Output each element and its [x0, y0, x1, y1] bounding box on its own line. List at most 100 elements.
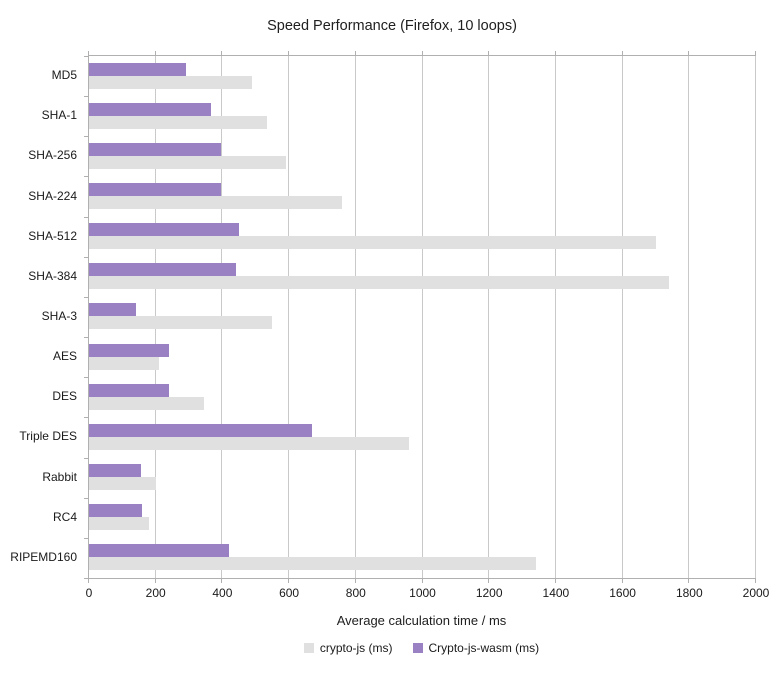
x-tick-label: 400	[212, 586, 233, 600]
bar-crypto-js-ms	[89, 517, 150, 531]
bar-crypto-js-wasm-ms	[89, 544, 230, 558]
chart-title: Speed Performance (Firefox, 10 loops)	[267, 18, 517, 34]
legend-label: Crypto-js-wasm (ms)	[428, 641, 540, 655]
bar-crypto-js-wasm-ms	[89, 464, 141, 478]
x-tick-label: 2000	[742, 586, 770, 600]
gridline	[354, 56, 356, 578]
axis-tick	[84, 578, 88, 579]
bar-crypto-js-ms	[89, 75, 253, 89]
axis-tick	[84, 538, 88, 539]
x-tick-label: 1200	[475, 586, 503, 600]
bar-crypto-js-ms	[89, 195, 343, 209]
axis-tick	[488, 579, 490, 583]
bar-crypto-js-ms	[89, 155, 286, 169]
category-label: SHA-1	[41, 108, 77, 123]
axis-tick	[84, 136, 88, 137]
axis-tick	[288, 51, 290, 55]
axis-tick	[84, 56, 88, 57]
gridline	[755, 56, 756, 578]
axis-tick	[354, 51, 356, 55]
axis-tick	[84, 337, 88, 338]
axis-tick	[755, 51, 756, 55]
legend-item-crypto-js-ms: crypto-js (ms)	[303, 641, 393, 655]
axis-tick	[488, 51, 490, 55]
bar-crypto-js-wasm-ms	[89, 182, 221, 196]
category-label: SHA-256	[28, 148, 77, 163]
axis-tick	[84, 377, 88, 378]
bar-crypto-js-ms	[89, 436, 410, 450]
y-axis-labels: MD5 SHA-1 SHA-256 SHA-224 SHA-512 SHA-384 SHA-…	[0, 55, 83, 577]
axis-tick	[621, 579, 623, 583]
category-label: SHA-224	[28, 188, 77, 203]
gridline	[288, 56, 290, 578]
gridline	[554, 56, 556, 578]
bar-crypto-js-wasm-ms	[89, 343, 170, 357]
axis-tick	[421, 579, 423, 583]
axis-tick	[84, 96, 88, 97]
legend-item-crypto-js-wasm-ms: Crypto-js-wasm (ms)	[412, 641, 540, 655]
gridline	[688, 56, 690, 578]
axis-tick	[421, 51, 423, 55]
category-label: SHA-512	[28, 228, 77, 243]
category-label: SHA-384	[28, 268, 77, 283]
axis-tick	[554, 51, 556, 55]
axis-tick	[221, 579, 223, 583]
bar-crypto-js-ms	[89, 356, 160, 370]
axis-tick	[84, 458, 88, 459]
category-label: RIPEMD160	[10, 549, 77, 564]
bar-crypto-js-wasm-ms	[89, 142, 221, 156]
legend: crypto-js (ms) Crypto-js-wasm (ms)	[88, 641, 755, 655]
plot-area: 0 200 400 600 800 1000 1200 1400 1600 1800 2000	[84, 51, 769, 600]
bar-crypto-js-ms	[89, 236, 656, 250]
axis-tick	[688, 579, 690, 583]
axis-tick	[88, 51, 89, 55]
category-label: Triple DES	[19, 429, 77, 444]
bar-crypto-js-wasm-ms	[89, 263, 236, 277]
axis-tick	[755, 579, 756, 583]
legend-label: crypto-js (ms)	[319, 641, 393, 655]
axis-tick	[688, 51, 690, 55]
axis-tick	[88, 579, 89, 583]
legend-swatch	[303, 643, 314, 653]
x-tick-label: 600	[279, 586, 300, 600]
axis-tick	[84, 498, 88, 499]
axis-tick	[84, 417, 88, 418]
x-tick-label: 200	[145, 586, 166, 600]
bar-crypto-js-ms	[89, 316, 273, 330]
category-label: RC4	[52, 509, 77, 524]
x-tick-label: 1800	[675, 586, 703, 600]
bar-crypto-js-ms	[89, 477, 156, 491]
category-label: SHA-3	[41, 309, 77, 323]
x-axis-title: Average calculation time / ms	[336, 613, 507, 628]
gridline	[621, 56, 623, 578]
x-tick-label: 1400	[542, 586, 570, 600]
x-tick-label: 0	[85, 586, 93, 600]
category-label: AES	[52, 349, 77, 364]
bar-crypto-js-ms	[89, 276, 670, 290]
bar-crypto-js-wasm-ms	[89, 223, 240, 237]
axis-tick	[84, 297, 88, 298]
axis-tick	[288, 579, 290, 583]
axis-tick	[554, 579, 556, 583]
bar-crypto-js-wasm-ms	[89, 62, 186, 76]
x-tick-label: 1600	[609, 586, 636, 600]
bar-crypto-js-ms	[89, 396, 205, 410]
axis-tick	[354, 579, 356, 583]
bar-crypto-js-wasm-ms	[89, 423, 313, 437]
bar-crypto-js-ms	[89, 557, 536, 571]
bar-crypto-js-wasm-ms	[89, 504, 143, 518]
category-label: MD5	[51, 68, 77, 83]
axis-tick	[221, 51, 223, 55]
legend-swatch	[412, 643, 423, 653]
bar-crypto-js-wasm-ms	[89, 303, 136, 317]
bar-crypto-js-wasm-ms	[89, 383, 170, 397]
category-label: DES	[52, 389, 77, 404]
axis-tick	[154, 579, 156, 583]
axis-tick	[84, 217, 88, 218]
axis-tick	[621, 51, 623, 55]
axis-tick	[154, 51, 156, 55]
gridline	[488, 56, 490, 578]
category-label: Rabbit	[42, 469, 77, 484]
x-tick-label: 800	[345, 586, 366, 600]
